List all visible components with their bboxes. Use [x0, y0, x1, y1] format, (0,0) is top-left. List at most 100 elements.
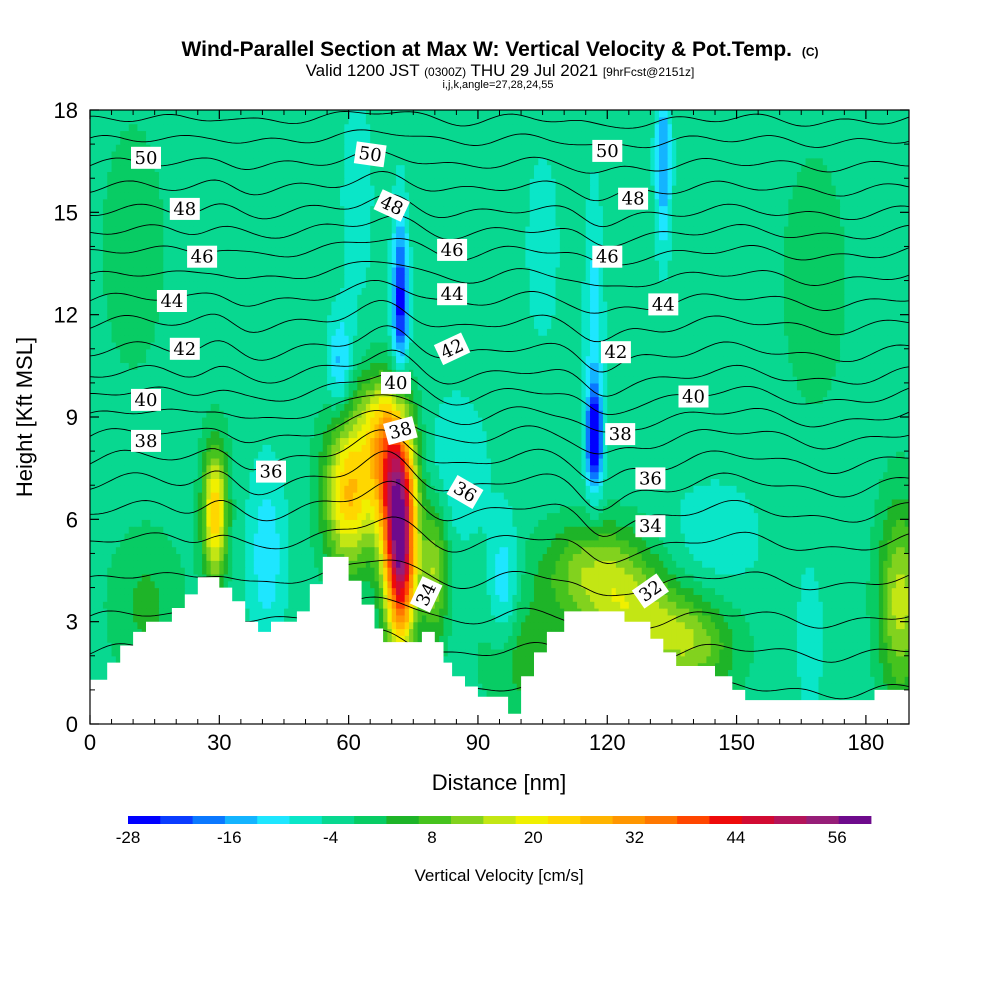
w-cell: [460, 628, 466, 636]
w-cell: [206, 539, 212, 548]
w-cell: [598, 560, 604, 568]
w-cell: [822, 642, 828, 650]
w-cell: [396, 580, 401, 589]
w-cell: [447, 587, 453, 595]
w-cell: [766, 546, 772, 555]
w-cell: [197, 553, 203, 561]
w-cell: [176, 560, 182, 568]
w-cell: [529, 560, 535, 568]
w-cell: [844, 573, 850, 582]
w-cell: [404, 580, 410, 589]
w-cell: [904, 587, 909, 595]
w-cell: [391, 567, 397, 575]
w-cell: [740, 594, 746, 602]
w-cell: [835, 642, 841, 650]
w-cell: [779, 642, 785, 650]
w-cell: [689, 648, 695, 657]
w-cell: [883, 594, 889, 602]
w-cell: [814, 614, 820, 623]
w-cell: [792, 648, 798, 657]
w-cell: [766, 635, 772, 643]
w-cell: [206, 560, 212, 568]
w-cell: [473, 635, 479, 643]
w-cell: [508, 648, 514, 657]
w-cell: [215, 539, 220, 548]
w-cell: [421, 560, 427, 568]
w-cell: [870, 648, 876, 657]
w-cell: [766, 601, 772, 609]
w-cell: [831, 553, 837, 561]
w-cell: [465, 553, 470, 561]
w-cell: [318, 553, 324, 561]
w-cell: [883, 608, 889, 616]
w-cell: [766, 614, 772, 623]
w-cell: [684, 560, 690, 568]
w-cell: [611, 594, 617, 602]
w-cell: [801, 580, 807, 589]
w-cell: [456, 580, 462, 589]
w-cell: [736, 635, 742, 643]
w-cell: [163, 580, 169, 589]
w-cell: [133, 567, 139, 575]
w-cell: [163, 587, 169, 595]
w-cell: [818, 567, 824, 575]
w-cell: [814, 567, 820, 575]
w-cell: [762, 655, 768, 664]
w-cell: [146, 608, 151, 616]
w-cell: [133, 580, 139, 589]
w-cell: [706, 648, 712, 657]
w-cell: [452, 546, 457, 555]
w-cell: [831, 628, 837, 636]
w-cell: [473, 546, 479, 555]
w-cell: [736, 648, 742, 657]
w-cell: [516, 594, 522, 602]
w-cell: [633, 560, 639, 568]
w-cell: [555, 594, 561, 602]
w-cell: [482, 689, 488, 698]
w-cell: [508, 696, 514, 705]
w-cell: [646, 573, 651, 582]
w-cell: [387, 553, 393, 561]
w-cell: [503, 594, 509, 602]
w-cell: [490, 648, 496, 657]
w-cell: [279, 546, 285, 555]
w-cell: [745, 553, 751, 561]
w-cell: [788, 580, 794, 589]
w-cell: [822, 594, 828, 602]
w-cell: [822, 580, 828, 589]
w-cell: [486, 594, 492, 602]
w-cell: [473, 648, 479, 657]
w-cell: [818, 587, 824, 595]
w-cell: [408, 567, 414, 575]
w-cell: [533, 573, 539, 582]
w-cell: [115, 546, 121, 555]
w-cell: [740, 601, 746, 609]
w-cell: [861, 580, 867, 589]
w-cell: [495, 621, 501, 630]
w-cell: [745, 573, 751, 582]
w-cell: [482, 676, 488, 684]
w-cell: [163, 573, 169, 582]
w-cell: [495, 580, 501, 589]
w-cell: [870, 655, 876, 664]
w-cell: [572, 587, 578, 595]
w-cell: [857, 669, 863, 677]
w-cell: [620, 601, 626, 609]
w-cell: [766, 553, 772, 561]
w-cell: [202, 553, 207, 561]
w-cell: [732, 635, 738, 643]
w-cell: [533, 546, 539, 555]
w-cell: [400, 628, 406, 636]
w-cell: [870, 608, 876, 616]
w-cell: [546, 594, 552, 602]
subtitle-valid: Valid 1200 JST: [306, 61, 420, 80]
w-cell: [314, 546, 320, 555]
w-cell: [133, 594, 139, 602]
w-cell: [727, 546, 733, 555]
w-cell: [667, 567, 673, 575]
w-cell: [818, 648, 824, 657]
w-cell: [796, 683, 802, 691]
w-cell: [396, 567, 401, 575]
w-cell: [775, 560, 781, 568]
w-cell: [598, 587, 604, 595]
